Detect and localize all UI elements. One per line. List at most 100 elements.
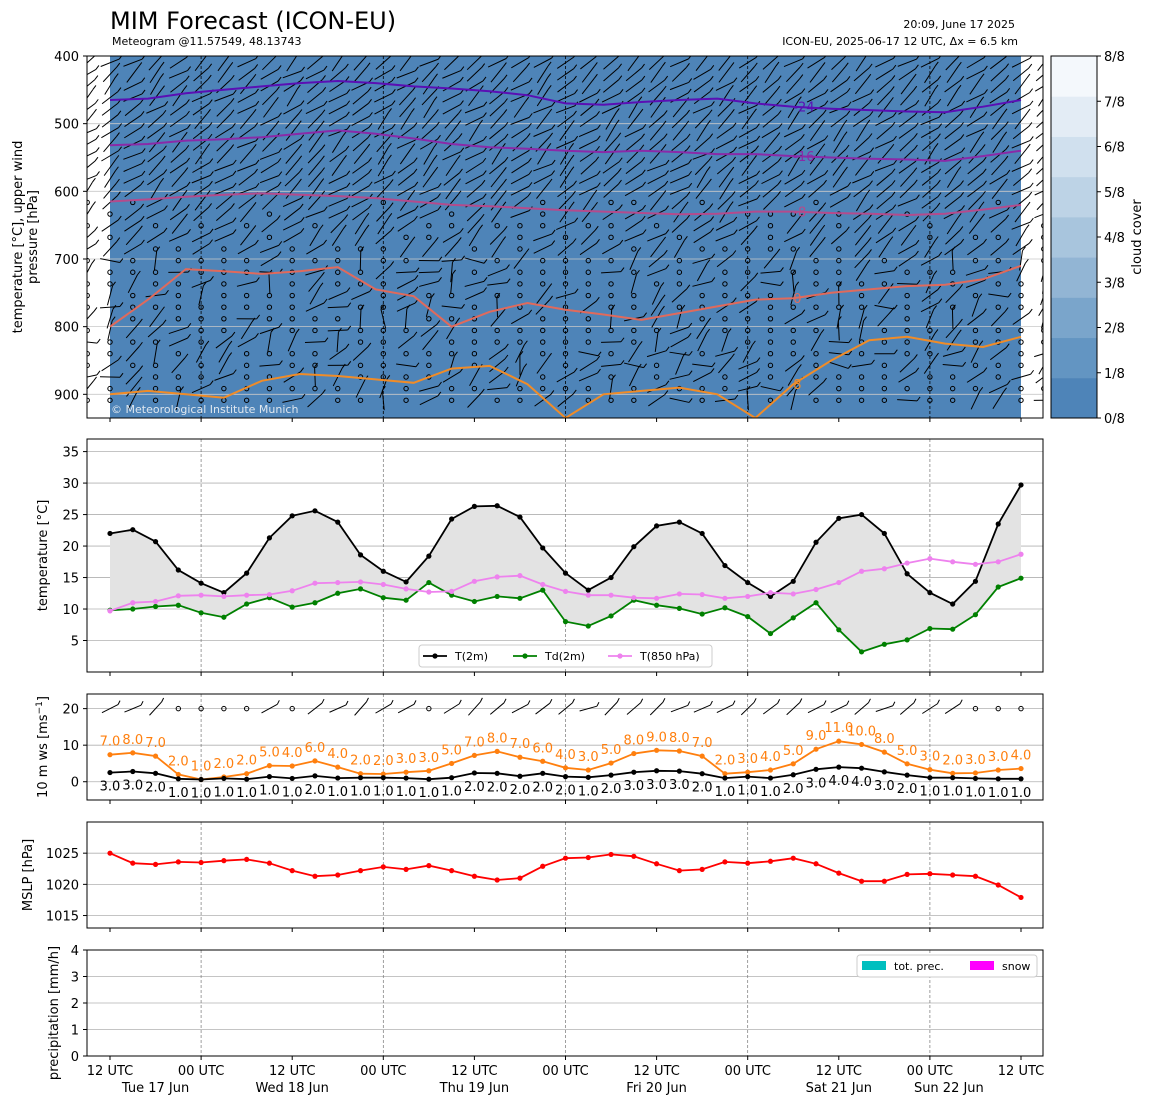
- wind-barb: [443, 703, 460, 714]
- wind-barb: [511, 313, 529, 325]
- wind-barb-flag: [205, 340, 210, 346]
- wind-barb-flag: [161, 85, 165, 90]
- temperature-plot: [107, 482, 1024, 655]
- wind-barb: [944, 195, 961, 209]
- wind-barb: [971, 297, 980, 317]
- wind-barb-flag: [365, 224, 370, 230]
- wind-barb: [648, 79, 665, 93]
- wind-barb-flag: [454, 351, 458, 357]
- colorbar-tick-label: 3/8: [1104, 276, 1125, 291]
- data-point: [198, 592, 204, 598]
- wind-barb: [193, 67, 209, 82]
- wind-barb: [101, 359, 119, 372]
- wind-barb: [422, 240, 436, 257]
- wind-barb: [238, 126, 256, 139]
- wind-barb: [875, 705, 894, 712]
- wind-barb: [808, 113, 824, 129]
- wind-barb: [646, 350, 667, 358]
- wind-barb-flag: [731, 191, 736, 196]
- data-point: [494, 574, 500, 580]
- calm-circle: [995, 281, 1001, 287]
- wind-barb: [259, 326, 280, 335]
- data-point: [244, 570, 250, 576]
- calm-circle: [517, 269, 523, 275]
- wind-barb-flag: [459, 56, 460, 57]
- mean-wind-value-label: 1.0: [327, 785, 348, 800]
- wind-barb-flag: [937, 285, 942, 290]
- wind-barb-flag: [163, 145, 167, 151]
- temperature-ytick-label: 30: [62, 477, 79, 492]
- wind-barb: [874, 304, 895, 310]
- wind-barb: [515, 344, 525, 363]
- calm-circle: [881, 257, 888, 264]
- wind-barb: [692, 363, 713, 368]
- wind-barb: [945, 322, 960, 339]
- data-point: [449, 588, 455, 594]
- wind-barb: [580, 229, 596, 245]
- wind-barb: [215, 335, 233, 349]
- wind-barb: [306, 243, 324, 255]
- wind-barb: [102, 195, 118, 210]
- wind-barb-flag: [933, 270, 938, 275]
- wind-barb: [103, 159, 117, 176]
- calm-circle: [995, 234, 1001, 241]
- wind-barb-flag: [1028, 168, 1033, 174]
- wind-barb: [945, 56, 960, 71]
- wind-barb-flag: [868, 214, 872, 219]
- wind-barb: [238, 172, 255, 186]
- wind-barb-flag: [504, 133, 509, 139]
- calm-circle: [562, 257, 569, 264]
- wind-barb: [578, 372, 598, 382]
- data-point: [836, 764, 842, 770]
- wind-barb-flag: [665, 205, 669, 210]
- gust-value-label: 7.0: [100, 735, 121, 750]
- wind-barb-flag: [501, 143, 506, 148]
- wind-ylabel-text: 10 m ws [ms: [36, 714, 51, 798]
- wind-barb-flag: [461, 303, 465, 309]
- gust-value-label: 7.0: [692, 736, 713, 751]
- wind-barb: [944, 242, 962, 256]
- wind-barb-flag: [643, 363, 647, 368]
- calm-circle: [836, 385, 842, 392]
- wind-barb: [496, 297, 499, 318]
- calm-circle: [517, 246, 523, 252]
- calm-circle: [813, 304, 819, 310]
- wind-barb-flag: [934, 61, 939, 67]
- wind-barb: [536, 65, 549, 84]
- wind-barb: [670, 163, 689, 172]
- gust-value-label: 7.0: [145, 736, 166, 751]
- gust-value-label: 3.0: [419, 751, 440, 766]
- calm-circle: [198, 374, 204, 380]
- wind-barb-flag: [1005, 145, 1010, 150]
- wind-barb: [1035, 132, 1043, 140]
- calm-circle: [631, 327, 637, 334]
- wind-barb: [352, 161, 369, 174]
- wind-barb: [808, 206, 824, 222]
- wind-barb-flag: [756, 357, 761, 362]
- wind-barb-flag: [255, 182, 260, 188]
- wind-barb-flag: [228, 352, 233, 357]
- calm-circle: [676, 234, 683, 241]
- gust-value-label: 5.0: [783, 744, 804, 759]
- wind-barb: [331, 56, 343, 72]
- wind-barb: [718, 170, 732, 188]
- calm-circle: [312, 257, 318, 264]
- wind-barb: [946, 333, 959, 351]
- colorbar-tick-label: 2/8: [1104, 322, 1125, 337]
- wind-barb-flag: [347, 360, 352, 366]
- wind-barb-flag: [913, 85, 918, 91]
- wind-barb-flag: [345, 700, 349, 706]
- data-point: [152, 753, 159, 759]
- xtick-label: 00 UTC: [178, 1064, 224, 1079]
- data-point: [813, 539, 819, 545]
- wind-barb-flag: [1003, 108, 1008, 114]
- colorbar-segment: [1051, 176, 1097, 218]
- data-point: [357, 586, 364, 592]
- wind-barb-flag: [663, 110, 668, 115]
- wind-barb-flag: [187, 229, 191, 234]
- wind-barb-flag: [866, 119, 871, 125]
- calm-circle: [517, 327, 523, 334]
- wind-barb-flag: [662, 120, 667, 126]
- wind-barb-flag: [138, 62, 143, 67]
- wind-barb: [738, 139, 757, 149]
